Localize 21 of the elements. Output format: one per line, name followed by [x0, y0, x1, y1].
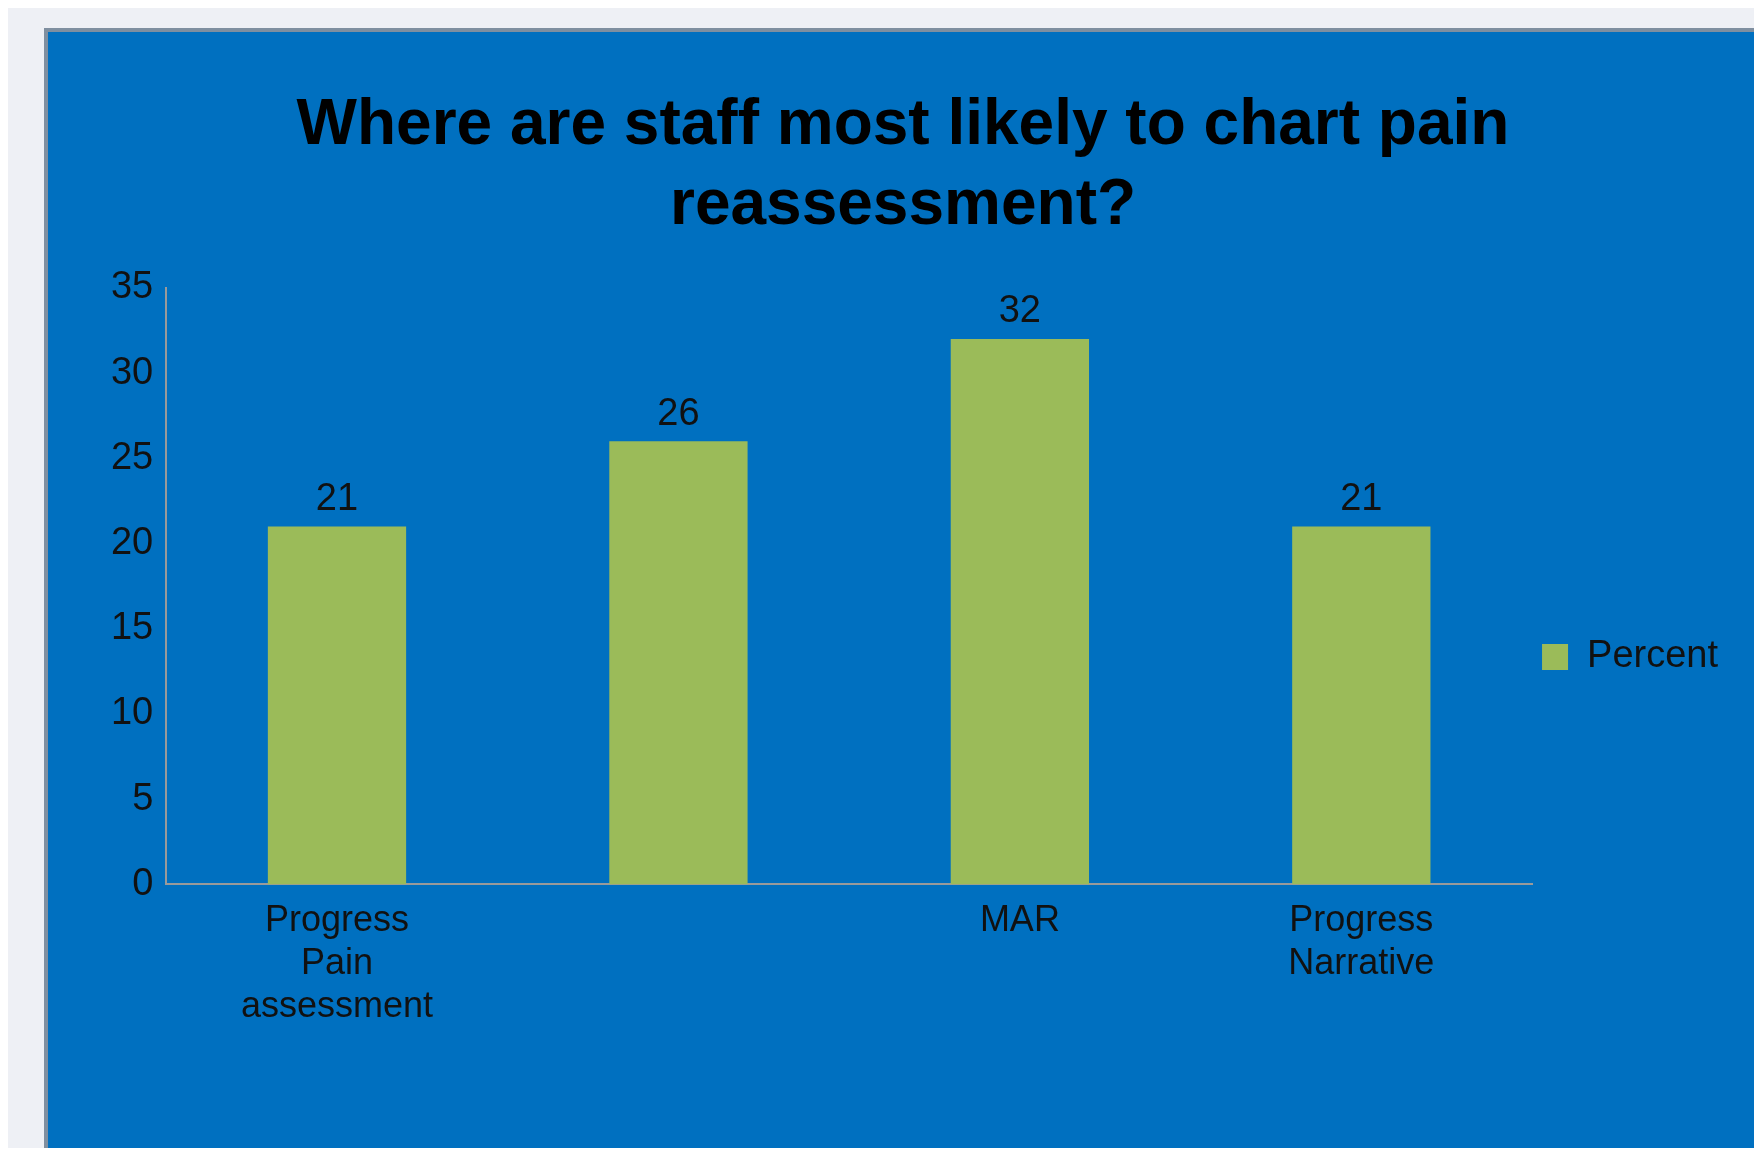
bar	[1292, 526, 1431, 885]
legend-label: Percent	[1587, 633, 1719, 676]
x-tick-label: MAR	[979, 897, 1060, 939]
y-tick-label: 0	[132, 860, 154, 903]
y-tick-label: 30	[110, 349, 154, 392]
data-label: 21	[315, 475, 359, 518]
x-tick-label: Progress Narrative	[1288, 897, 1435, 983]
y-tick-label: 20	[110, 519, 154, 562]
data-label: 26	[657, 390, 700, 433]
chart-title: Where are staff most likely to chart pain reassessment?	[295, 85, 1511, 240]
data-label: 32	[998, 288, 1042, 331]
bar	[950, 338, 1090, 885]
y-tick-label: 10	[110, 690, 154, 733]
bar	[609, 441, 748, 885]
x-tick-label: Progress Pain assessment	[240, 897, 434, 1026]
y-tick-label: 35	[110, 264, 154, 307]
data-label: 21	[1340, 475, 1383, 518]
y-tick-label: 5	[132, 775, 154, 818]
y-tick-label: 15	[110, 605, 154, 648]
bar	[267, 526, 407, 885]
y-tick-label: 25	[110, 434, 154, 477]
